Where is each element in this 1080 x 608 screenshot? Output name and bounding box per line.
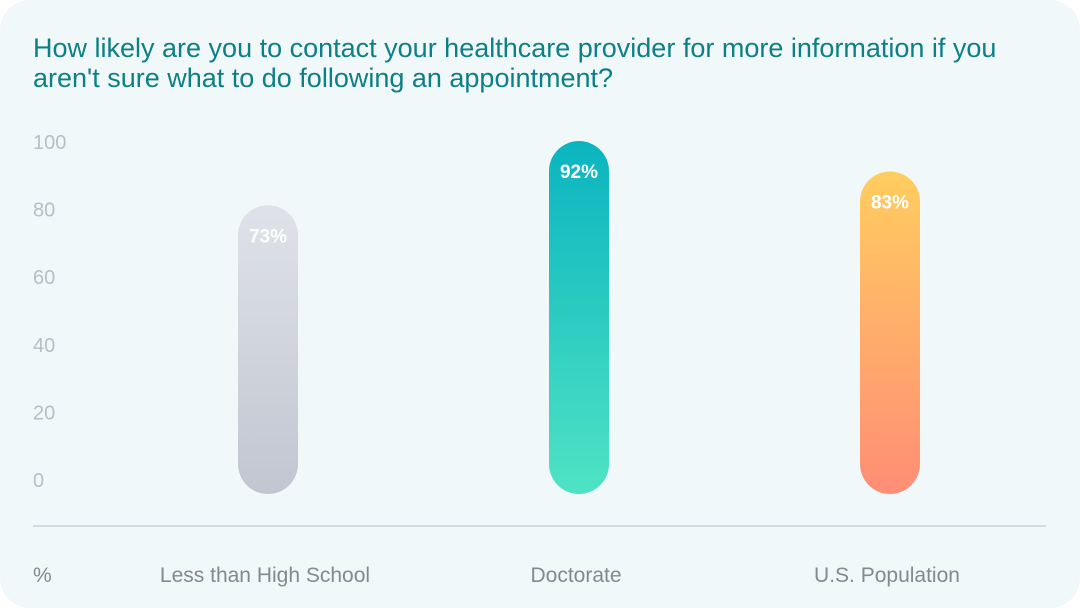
- x-category-label: Doctorate: [530, 564, 621, 587]
- y-tick-label: 0: [33, 470, 44, 492]
- y-tick-label: 20: [33, 402, 55, 424]
- y-axis-unit-label: %: [33, 564, 52, 587]
- bar: [860, 171, 920, 494]
- bar-value-label: 73%: [249, 226, 287, 247]
- y-tick-label: 60: [33, 267, 55, 289]
- bar-value-label: 83%: [871, 192, 909, 213]
- chart-title: How likely are you to contact your healt…: [33, 33, 997, 93]
- bar: [238, 205, 298, 494]
- y-tick-label: 40: [33, 335, 55, 357]
- x-category-label: Less than High School: [160, 564, 370, 587]
- y-tick-label: 100: [33, 132, 66, 154]
- x-category-label: U.S. Population: [814, 564, 960, 587]
- y-tick-label: 80: [33, 200, 55, 222]
- bar-value-label: 92%: [560, 162, 598, 183]
- bar: [549, 141, 609, 495]
